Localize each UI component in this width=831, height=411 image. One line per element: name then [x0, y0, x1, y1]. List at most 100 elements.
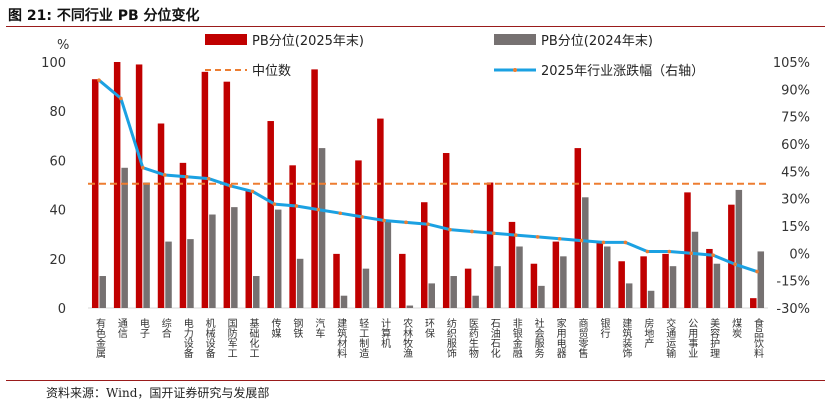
- legend-swatch-pb2025: [205, 34, 247, 45]
- change-point: [382, 218, 386, 223]
- category-label: 环保: [423, 318, 435, 339]
- bar-pb2025: [508, 221, 516, 308]
- bar-pb2024: [691, 231, 699, 308]
- bar-pb2024: [582, 197, 589, 308]
- category-label: 轻工制造: [357, 317, 369, 358]
- change-point: [513, 233, 518, 237]
- change-point: [667, 249, 672, 254]
- category-label: 社会服务: [532, 317, 544, 359]
- category-label: 钢铁: [291, 317, 303, 339]
- change-point: [206, 176, 211, 181]
- bar-pb2025: [135, 64, 143, 309]
- title-bar: 图 21: 不同行业 PB 分位变化: [6, 4, 825, 27]
- bar-pb2025: [223, 81, 231, 309]
- change-point: [579, 238, 584, 243]
- change-point: [97, 78, 101, 83]
- y-tick-label: 80: [49, 105, 66, 120]
- bar-pb2024: [713, 263, 721, 308]
- change-point: [492, 231, 496, 236]
- bar-pb2024: [340, 295, 348, 308]
- category-label: 纺织服饰: [444, 317, 456, 359]
- bar-pb2025: [750, 298, 757, 308]
- bar-pb2025: [530, 263, 538, 308]
- change-point: [360, 215, 364, 219]
- y2-tick-label: 15%: [781, 220, 810, 235]
- category-label: 基础化工: [247, 317, 259, 358]
- change-point: [250, 189, 255, 194]
- bottom-rule: [6, 380, 825, 381]
- legend-marker-change: [513, 68, 517, 72]
- y2-tick-label: 75%: [781, 111, 810, 126]
- category-label: 家用电器: [554, 317, 566, 359]
- bar-pb2025: [267, 121, 274, 308]
- y2-tick-label: 60%: [781, 138, 810, 153]
- category-label: 公用事业: [686, 318, 698, 358]
- category-label: 传媒: [269, 318, 281, 339]
- y2-tick-label: 30%: [781, 193, 810, 208]
- bar-pb2024: [406, 305, 414, 308]
- category-label: 农林牧渔: [401, 317, 413, 359]
- bar-pb2025: [399, 253, 406, 308]
- category-label: 医药生物: [466, 318, 478, 359]
- bar-pb2025: [201, 71, 209, 308]
- category-label: 有色金属: [93, 317, 105, 359]
- bar-pb2025: [377, 118, 384, 308]
- category-label: 煤炭: [730, 317, 742, 339]
- change-point: [404, 220, 408, 225]
- category-label: 食品饮料: [752, 317, 764, 359]
- bar-pb2024: [450, 276, 457, 308]
- bar-pb2024: [384, 221, 392, 308]
- bar-pb2025: [245, 189, 253, 308]
- change-point: [338, 211, 343, 216]
- bar-pb2025: [684, 192, 691, 308]
- bar-pb2025: [157, 123, 165, 308]
- bar-pb2024: [560, 256, 567, 308]
- bar-pb2025: [355, 160, 362, 308]
- y-axis-unit: %: [57, 38, 69, 53]
- bar-pb2025: [552, 241, 560, 308]
- category-label: 非银金融: [510, 318, 522, 359]
- category-label: 美容护理: [708, 317, 720, 358]
- legend-label-pb2024: PB分位(2024年末): [541, 34, 653, 49]
- change-point: [733, 262, 737, 267]
- category-label: 银行: [598, 317, 610, 339]
- bar-pb2025: [728, 204, 735, 308]
- change-point: [294, 204, 299, 208]
- change-point: [184, 175, 189, 179]
- bar-pb2024: [143, 182, 150, 308]
- change-point: [623, 240, 628, 245]
- bar-pb2025: [706, 248, 713, 308]
- bar-pb2024: [735, 189, 743, 308]
- change-point: [228, 184, 233, 188]
- bar-pb2024: [603, 246, 611, 308]
- bar-pb2024: [209, 214, 216, 308]
- category-label: 商贸零售: [576, 317, 588, 359]
- category-label: 电子: [137, 317, 149, 338]
- change-point: [535, 235, 540, 239]
- legend-label-pb2025: PB分位(2025年末): [252, 34, 364, 49]
- category-label: 房地产: [642, 317, 654, 349]
- change-point: [272, 202, 277, 206]
- bar-pb2025: [421, 202, 428, 308]
- change-point: [689, 251, 694, 256]
- change-point: [316, 207, 321, 212]
- bar-pb2025: [333, 253, 340, 308]
- category-label: 电力设备: [181, 317, 193, 359]
- category-label: 国防军工: [225, 318, 237, 358]
- legend-swatch-pb2024: [494, 34, 536, 45]
- bar-pb2024: [165, 241, 172, 308]
- line-layer: [88, 78, 768, 274]
- change-point: [557, 236, 562, 241]
- bar-layer: [91, 62, 765, 309]
- y-tick-label: 20: [49, 253, 66, 268]
- bar-pb2025: [113, 62, 121, 308]
- y2-tick-label: 90%: [781, 83, 810, 98]
- bar-pb2025: [91, 79, 99, 308]
- category-label: 建筑装饰: [620, 317, 632, 359]
- bar-pb2024: [187, 239, 194, 308]
- bar-pb2024: [757, 251, 765, 308]
- category-label: 通信: [115, 318, 127, 339]
- change-point: [119, 96, 123, 101]
- category-label: 石油石化: [488, 318, 500, 358]
- category-label: 机械设备: [203, 317, 215, 359]
